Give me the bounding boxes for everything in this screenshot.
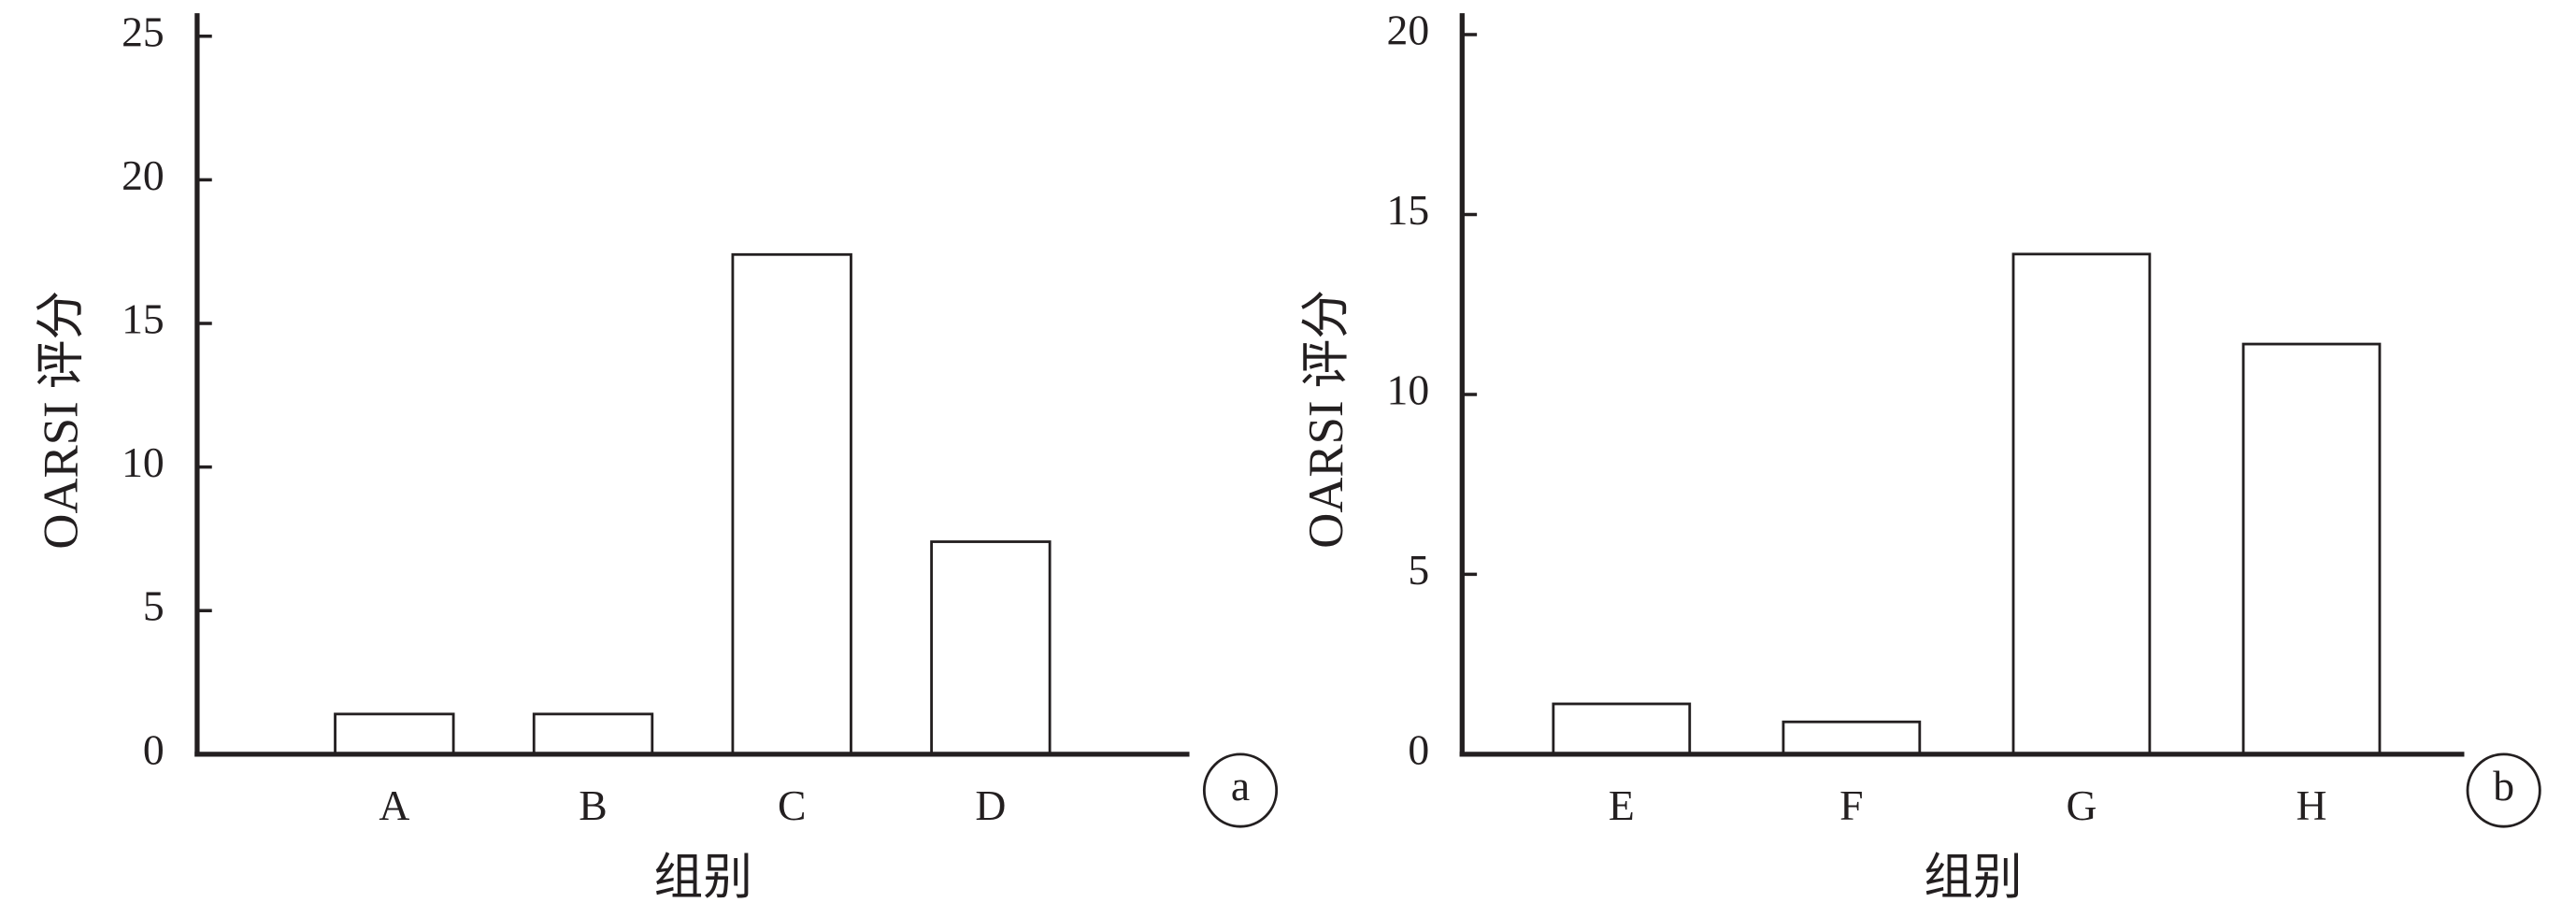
panel-label: a	[1231, 762, 1250, 810]
y-tick-label: 10	[1386, 365, 1429, 413]
x-tick-label: E	[1609, 781, 1635, 829]
x-axis-label: 组别	[1924, 851, 2022, 905]
y-axis-label: OARSI 评分	[1299, 290, 1353, 549]
y-tick-label: 5	[143, 582, 165, 630]
x-tick-label: G	[2066, 781, 2097, 829]
bar	[1782, 720, 1922, 756]
y-tick-label: 10	[122, 438, 165, 486]
x-tick-label: A	[379, 781, 409, 829]
bar	[532, 712, 654, 756]
y-tick-label: 15	[1386, 186, 1429, 234]
bar	[2011, 252, 2152, 756]
x-tick-label: F	[1839, 781, 1863, 829]
bar	[2241, 342, 2382, 756]
x-tick-label: B	[579, 781, 607, 829]
y-tick-label: 20	[122, 151, 165, 199]
panel-label: b	[2493, 762, 2514, 810]
bar	[731, 252, 852, 756]
y-tick-label: 20	[1386, 7, 1429, 54]
bar	[930, 540, 1052, 756]
x-tick-label: C	[778, 781, 806, 829]
bar	[334, 712, 455, 756]
y-tick-label: 0	[1408, 725, 1429, 773]
y-tick-label: 15	[122, 295, 165, 343]
x-axis-label: 组别	[654, 851, 752, 905]
x-tick-label: D	[975, 781, 1006, 829]
panel-badge	[1202, 752, 1279, 828]
y-axis-label: OARSI 评分	[34, 291, 88, 550]
bar	[1552, 702, 1692, 756]
y-tick-label: 5	[1408, 546, 1429, 594]
y-tick-label: 25	[122, 7, 165, 55]
x-tick-label: H	[2297, 781, 2327, 829]
y-tick-label: 0	[143, 725, 165, 773]
panel-badge	[2466, 752, 2541, 828]
